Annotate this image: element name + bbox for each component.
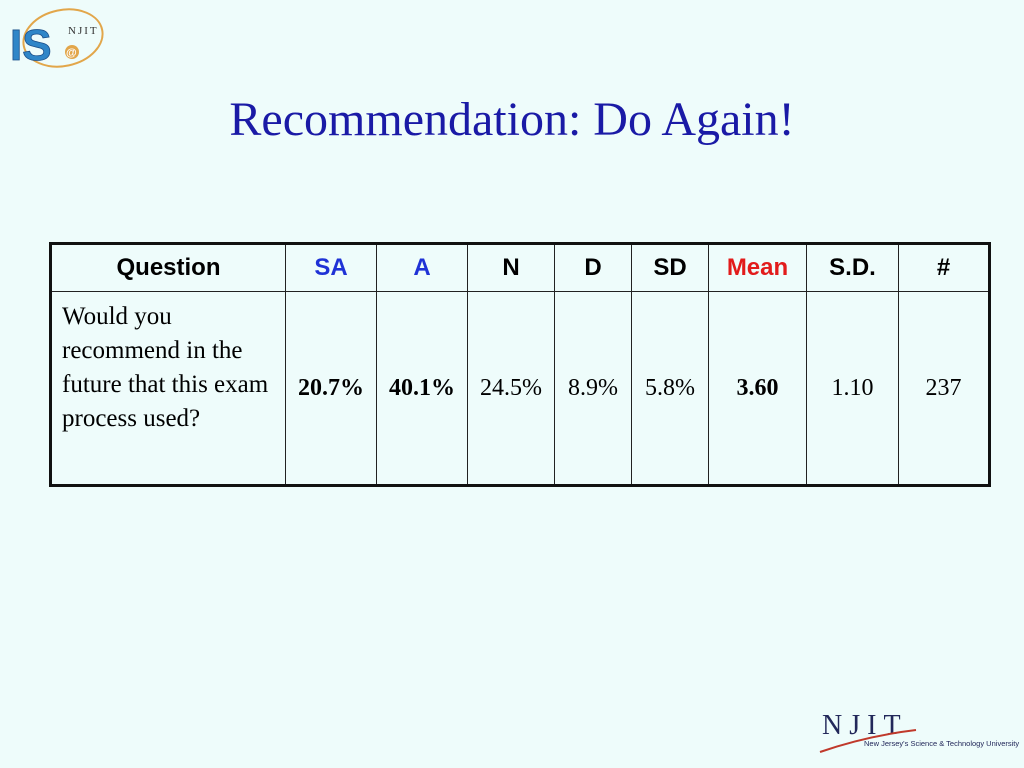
cell-count: 237	[898, 291, 990, 486]
table-row: Would you recommend in the future that t…	[50, 291, 990, 486]
is-logo-njit-text: NJIT	[68, 25, 99, 37]
cell-std-dev: 1.10	[806, 291, 899, 486]
header-mean: Mean	[708, 243, 807, 292]
njit-logo-name: NJIT	[822, 710, 908, 741]
is-logo-letters: IS	[10, 21, 52, 68]
is-logo-at-symbol: @	[66, 47, 77, 59]
table-header-row: Question SA A N D SD Mean S.D. #	[50, 243, 990, 292]
header-n: N	[467, 243, 555, 292]
header-a: A	[376, 243, 468, 292]
header-d: D	[554, 243, 632, 292]
header-count: #	[898, 243, 990, 292]
cell-mean: 3.60	[708, 291, 807, 486]
header-sd: SD	[631, 243, 709, 292]
is-njit-logo: IS NJIT @	[10, 8, 104, 68]
header-sa: SA	[285, 243, 377, 292]
cell-sa: 20.7%	[285, 291, 377, 486]
cell-question: Would you recommend in the future that t…	[50, 291, 286, 486]
slide-title: Recommendation: Do Again!	[229, 93, 795, 146]
njit-logo-tagline: New Jersey's Science & Technology Univer…	[864, 739, 1019, 748]
njit-footer-logo: NJIT New Jersey's Science & Technology U…	[819, 710, 1019, 753]
header-question: Question	[50, 243, 286, 292]
cell-a: 40.1%	[376, 291, 468, 486]
header-std-dev: S.D.	[806, 243, 899, 292]
cell-n: 24.5%	[467, 291, 555, 486]
cell-d: 8.9%	[554, 291, 632, 486]
survey-results-table: Question SA A N D SD Mean S.D. # Would y…	[49, 242, 991, 487]
cell-sd: 5.8%	[631, 291, 709, 486]
